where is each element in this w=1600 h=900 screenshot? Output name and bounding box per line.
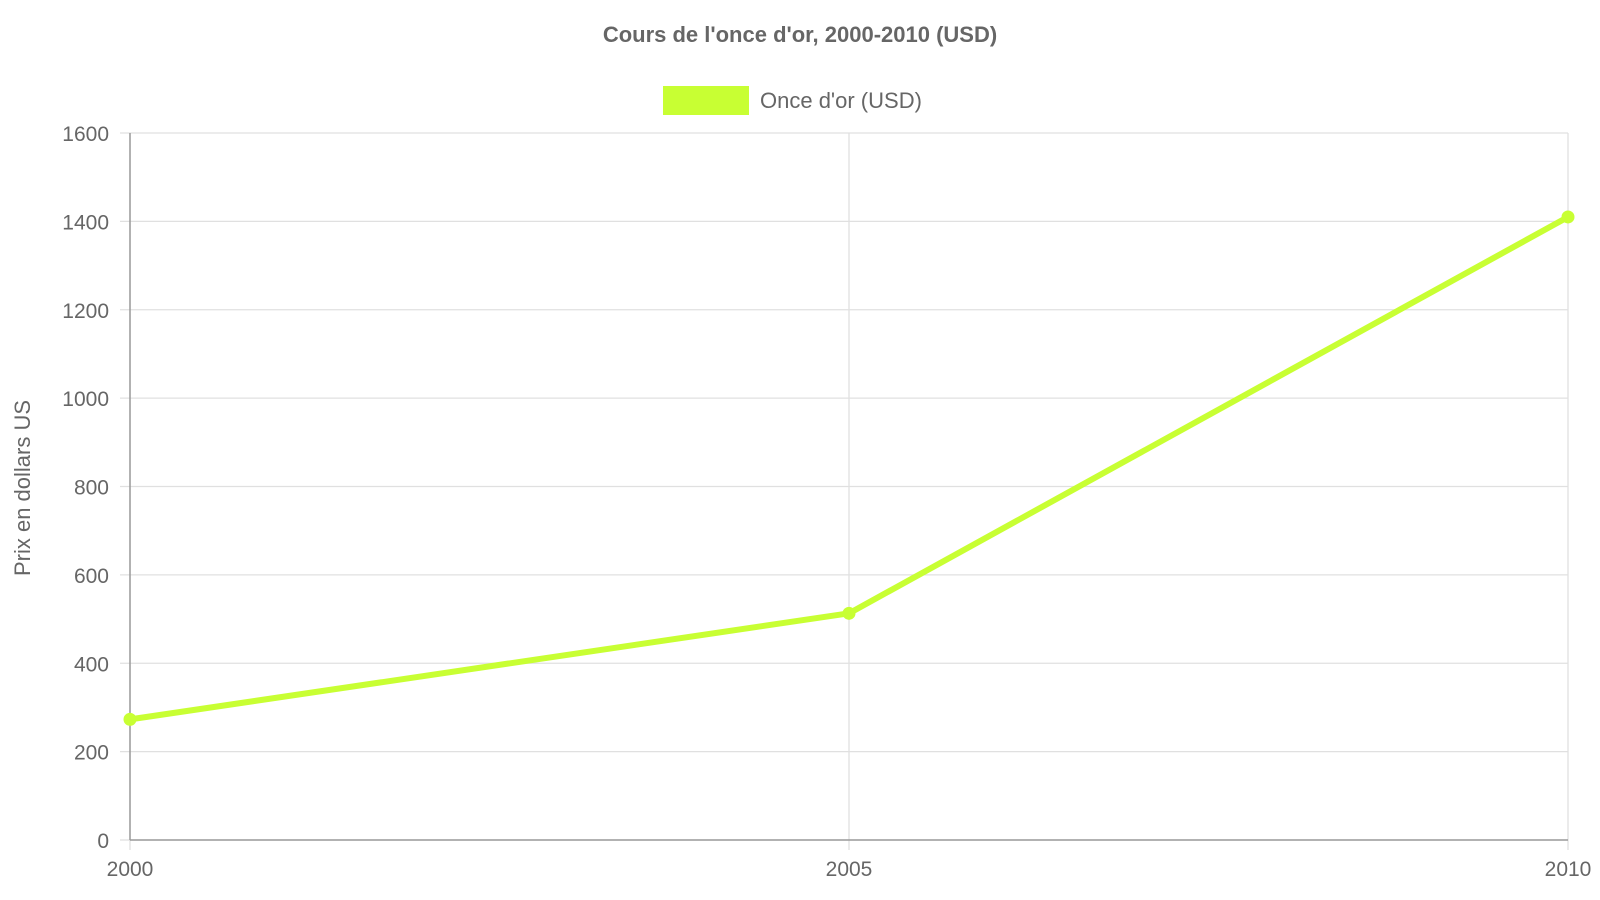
series-layer (123, 210, 1575, 726)
legend-swatch (663, 86, 749, 115)
legend-label: Once d'or (USD) (760, 88, 922, 113)
legend[interactable]: Once d'or (USD) (663, 86, 922, 115)
x-tick-label: 2000 (107, 858, 154, 881)
data-point[interactable] (123, 712, 137, 726)
y-tick-label: 200 (74, 742, 109, 765)
y-tick-label: 800 (74, 477, 109, 500)
y-axis-title: Prix en dollars US (10, 400, 35, 576)
y-tick-label: 1400 (62, 211, 109, 234)
grid (120, 132, 1569, 850)
data-point[interactable] (1561, 210, 1575, 224)
y-tick-label: 600 (74, 565, 109, 588)
y-tick-label: 1200 (62, 300, 109, 323)
y-tick-label: 1000 (62, 388, 109, 411)
x-tick-label: 2010 (1545, 858, 1592, 881)
y-tick-label: 400 (74, 653, 109, 676)
data-point[interactable] (842, 606, 856, 620)
chart-title: Cours de l'once d'or, 2000-2010 (USD) (603, 22, 997, 47)
y-tick-label: 1600 (62, 123, 109, 146)
y-tick-labels: 0 200 400 600 800 1000 1200 1400 1600 (62, 123, 109, 853)
x-tick-labels: 2000 2005 2010 (107, 858, 1592, 881)
y-tick-label: 0 (97, 830, 109, 853)
x-tick-label: 2005 (826, 858, 873, 881)
